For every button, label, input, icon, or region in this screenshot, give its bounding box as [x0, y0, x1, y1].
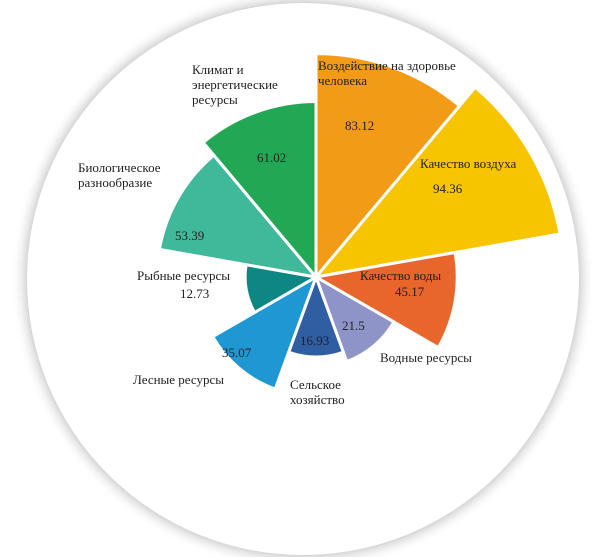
- category-label: Качество воздуха: [420, 156, 517, 171]
- category-label: Воздействие на здоровье человека: [318, 58, 456, 88]
- category-label: Биологическое разнообразие: [78, 160, 161, 190]
- sector: [210, 273, 319, 392]
- value-label: 61.02: [257, 150, 287, 165]
- category-label: Лесные ресурсы: [133, 372, 224, 387]
- value-label: 16.93: [300, 333, 330, 348]
- value-label: 35.07: [222, 345, 252, 360]
- category-label: Рыбные ресурсы: [137, 268, 230, 283]
- sector: [314, 52, 462, 282]
- sector: [311, 250, 459, 350]
- sector: [157, 153, 320, 280]
- category-label: Климат и энергетические ресурсы: [192, 62, 278, 107]
- sector: [201, 99, 318, 282]
- value-label: 12.73: [180, 286, 210, 301]
- value-label: 83.12: [345, 118, 375, 133]
- sector: [313, 273, 396, 364]
- value-label: 53.39: [175, 228, 205, 243]
- category-label: Качество воды: [360, 268, 442, 283]
- sector: [312, 85, 562, 280]
- value-label: 45.17: [395, 284, 425, 299]
- value-label: 94.36: [433, 181, 463, 196]
- category-label: Сельское хозяйство: [290, 377, 345, 407]
- category-label: Водные ресурсы: [380, 350, 472, 365]
- value-label: 21.5: [342, 318, 365, 333]
